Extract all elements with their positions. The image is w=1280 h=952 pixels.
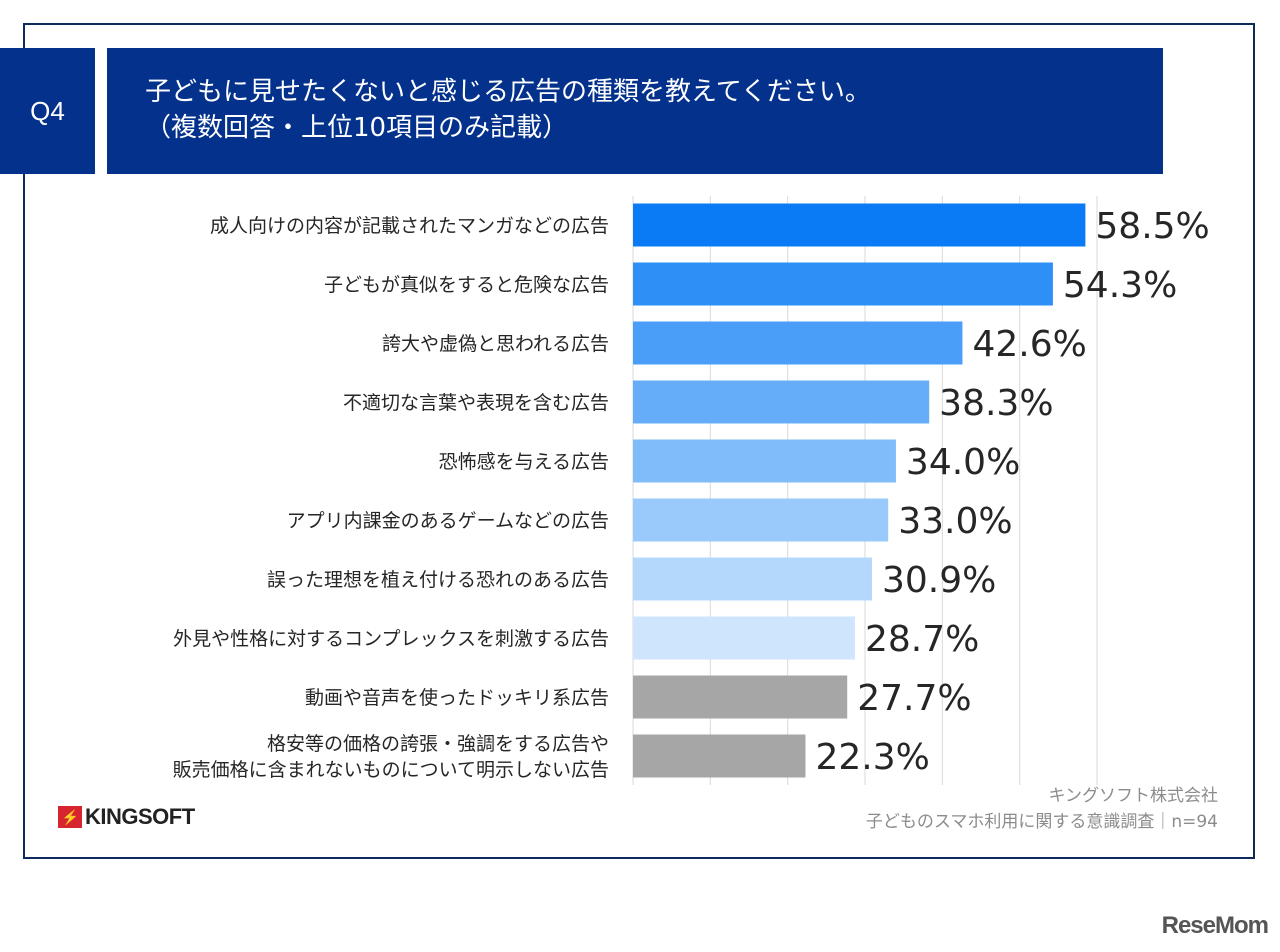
bar: [633, 557, 872, 601]
category-label: 不適切な言葉や表現を含む広告: [343, 392, 609, 414]
kingsoft-logo: ⚡ KINGSOFT: [58, 804, 195, 830]
bar: [633, 321, 963, 365]
category-label: 外見や性格に対するコンプレックスを刺激する広告: [173, 628, 609, 650]
category-label: 誤った理想を植え付ける恐れのある広告: [267, 569, 609, 591]
category-label: 誇大や虚偽と思われる広告: [382, 333, 609, 355]
kingsoft-logo-icon: ⚡: [58, 806, 82, 828]
category-label: 恐怖感を与える広告: [439, 451, 609, 473]
bar: [633, 380, 930, 424]
bar: [633, 616, 855, 660]
data-label: 54.3%: [1063, 265, 1177, 306]
data-label: 58.5%: [1095, 206, 1209, 247]
bar: [633, 439, 896, 483]
title-line-1: 子どもに見せたくないと感じる広告の種類を教えてください。: [145, 77, 871, 107]
data-label: 33.0%: [898, 501, 1012, 542]
bar: [633, 675, 848, 719]
bar: [633, 262, 1053, 306]
logo-text: KINGSOFT: [85, 804, 195, 829]
data-label: 34.0%: [906, 442, 1020, 483]
category-label: 格安等の価格の誇張・強調をする広告や販売価格に含まれないものについて明示しない広…: [173, 733, 609, 781]
category-label: 子どもが真似をすると危険な広告: [324, 274, 609, 296]
bar: [633, 734, 806, 778]
bar: [633, 203, 1086, 247]
question-number: Q4: [0, 48, 95, 174]
source-survey: 子どものスマホ利用に関する意識調査｜n=94: [865, 812, 1218, 832]
category-label: 成人向けの内容が記載されたマンガなどの広告: [210, 215, 609, 237]
data-label: 30.9%: [882, 560, 996, 601]
data-label: 38.3%: [939, 383, 1053, 424]
title-line-2: （複数回答・上位10項目のみ記載）: [145, 113, 569, 143]
bar: [633, 498, 889, 542]
slide-frame: [23, 23, 1255, 859]
data-label: 42.6%: [972, 324, 1086, 365]
source-company: キングソフト株式会社: [1048, 786, 1219, 806]
data-label: 28.7%: [865, 619, 979, 660]
category-label: アプリ内課金のあるゲームなどの広告: [287, 510, 609, 532]
watermark: ReseMom: [1161, 912, 1269, 939]
data-label: 27.7%: [857, 678, 971, 719]
data-label: 22.3%: [815, 737, 929, 778]
category-label: 動画や音声を使ったドッキリ系広告: [305, 687, 609, 709]
source-note: キングソフト株式会社 子どものスマホ利用に関する意識調査｜n=94: [866, 783, 1218, 835]
page-title: 子どもに見せたくないと感じる広告の種類を教えてください。 （複数回答・上位10項…: [107, 48, 1163, 174]
